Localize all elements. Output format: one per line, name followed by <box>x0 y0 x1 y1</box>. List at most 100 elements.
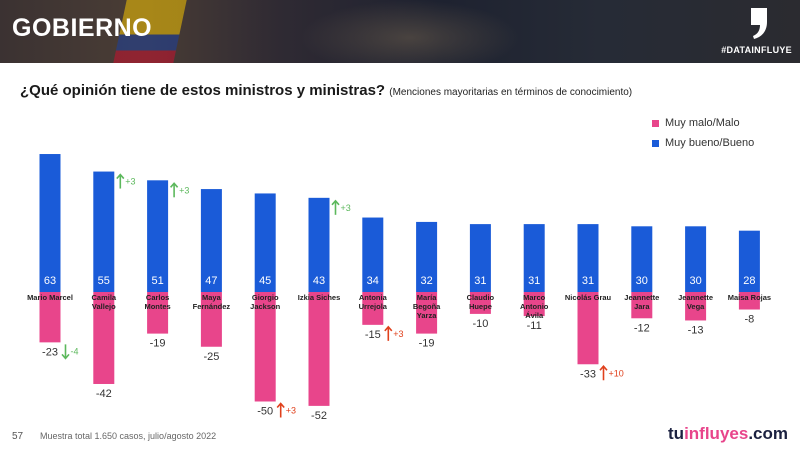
bar-negative <box>362 292 384 325</box>
bar-negative-label: -10 <box>472 318 488 330</box>
bar-negative-label: -50 <box>257 406 273 418</box>
bar-positive <box>308 197 330 292</box>
bar-negative-label: -23 <box>42 346 58 358</box>
comma-logo-icon <box>751 8 767 39</box>
bar-negative-label: -19 <box>419 338 435 350</box>
bar-positive <box>39 154 61 292</box>
bar-positive-label: 63 <box>44 275 56 287</box>
bar-positive-label: 55 <box>98 275 110 287</box>
sample-note: Muestra total 1.650 casos, julio/agosto … <box>40 431 217 441</box>
change-arrow-head <box>276 402 285 409</box>
question-main: ¿Qué opinión tiene de estos ministros y … <box>20 82 386 99</box>
change-arrow-head <box>331 199 340 206</box>
bar-positive <box>738 230 760 292</box>
category-label: Maya <box>202 293 222 302</box>
page-number: 57 <box>12 431 24 442</box>
bar-positive-label: 45 <box>259 275 271 287</box>
change-arrow-head <box>384 325 393 332</box>
bar-negative <box>416 292 438 334</box>
category-label: Begoña <box>413 302 441 311</box>
bar-negative-label: -25 <box>203 351 219 363</box>
category-label: Marco <box>523 293 546 302</box>
category-label: Giorgio <box>252 293 279 302</box>
bar-negative <box>200 292 222 347</box>
bar-positive-label: 47 <box>205 275 217 287</box>
bar-positive <box>577 224 599 292</box>
change-label: +3 <box>179 185 189 195</box>
category-label: Vega <box>687 302 705 311</box>
change-label: +3 <box>341 203 351 213</box>
category-label: Jara <box>634 302 650 311</box>
category-label: Claudio <box>467 293 495 302</box>
bar-negative <box>254 292 276 402</box>
bar-positive <box>685 226 707 292</box>
category-label: Urrejola <box>359 302 388 311</box>
change-arrow-head <box>116 173 125 180</box>
bar-negative <box>738 292 760 310</box>
legend-label-negative: Muy malo/Malo <box>665 117 740 129</box>
bar-negative-label: -52 <box>311 410 327 422</box>
header-banner: GOBIERNO #DATAINFLUYE <box>0 0 800 63</box>
bar-positive <box>200 189 222 292</box>
bar-positive <box>523 224 545 292</box>
hashtag-label: #DATAINFLUYE <box>721 45 792 55</box>
category-label: Mario Marcel <box>27 293 73 302</box>
category-label: Antonia <box>359 293 388 302</box>
page-title: GOBIERNO <box>12 14 153 42</box>
question-subtitle: (Menciones mayoritarias en términos de c… <box>389 87 633 98</box>
change-label: +3 <box>286 406 296 416</box>
bar-negative-label: -13 <box>688 324 704 336</box>
change-label: +3 <box>125 177 135 187</box>
change-label: -4 <box>71 346 79 356</box>
bar-negative <box>523 292 545 317</box>
category-label: Fernández <box>193 302 231 311</box>
bar-positive <box>254 193 276 292</box>
bar-negative-label: -8 <box>745 314 755 326</box>
change-arrow-head <box>599 365 608 371</box>
bar-negative <box>93 292 115 384</box>
bar-positive <box>416 221 438 292</box>
category-label: Izkia Siches <box>298 293 341 302</box>
category-label: María <box>417 293 437 302</box>
category-label: Maisa Rojas <box>728 293 771 302</box>
bar-negative <box>469 292 491 314</box>
category-label: Nicolás Grau <box>565 293 612 302</box>
change-label: +3 <box>393 329 403 339</box>
category-label: Yarza <box>417 311 437 320</box>
logo-part-tu: tu <box>668 424 685 443</box>
bar-positive-label: 30 <box>689 275 701 287</box>
bar-negative <box>147 292 169 334</box>
photo-background <box>300 0 520 63</box>
category-label: Jeannette <box>624 293 659 302</box>
bar-negative <box>631 292 653 319</box>
legend-item-positive: Muy bueno/Bueno <box>652 133 754 153</box>
bar-positive-label: 51 <box>151 275 163 287</box>
category-label: Antonio <box>520 302 549 311</box>
bar-negative-label: -11 <box>527 320 542 332</box>
category-label: Ávila <box>525 311 544 320</box>
bar-positive-label: 34 <box>367 275 379 287</box>
bar-positive <box>93 171 115 292</box>
category-label: Jeannette <box>678 293 713 302</box>
bar-positive-label: 28 <box>743 275 755 287</box>
bar-positive-label: 31 <box>474 275 486 287</box>
footer-logo: tuinfluyes.com <box>668 424 788 444</box>
change-arrow-head <box>169 182 179 188</box>
bar-positive <box>469 224 491 292</box>
category-label: Huepe <box>469 302 492 311</box>
bar-negative <box>685 292 707 321</box>
category-label: Camila <box>91 293 116 302</box>
bar-positive-label: 31 <box>582 275 594 287</box>
bar-negative <box>39 292 61 343</box>
logo-part-influyes: influyes <box>684 424 749 443</box>
legend-label-positive: Muy bueno/Bueno <box>665 137 755 149</box>
chart-question: ¿Qué opinión tiene de estos ministros y … <box>20 82 632 99</box>
bar-negative-label: -33 <box>580 368 596 380</box>
change-arrow-head <box>61 353 70 360</box>
category-label: Montes <box>144 302 170 311</box>
bar-negative-label: -42 <box>96 388 112 400</box>
bar-negative <box>308 292 330 406</box>
bar-positive-label: 31 <box>528 275 540 287</box>
legend-swatch-positive <box>652 139 659 147</box>
